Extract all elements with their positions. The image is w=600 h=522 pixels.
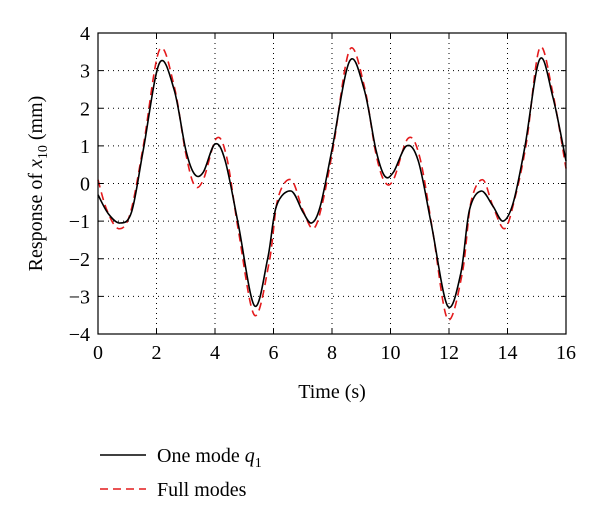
x-tick-label: 10 — [381, 342, 401, 364]
y-axis-label-sub: 10 — [36, 145, 51, 159]
y-tick-label: 2 — [80, 98, 90, 120]
y-axis-label-prefix: Response of — [25, 168, 47, 271]
y-tick-label: −1 — [69, 211, 90, 233]
x-tick-label: 14 — [498, 342, 518, 364]
x-tick-label: 6 — [269, 342, 279, 364]
y-tick-label: −4 — [69, 324, 90, 346]
plot-lines — [97, 46, 567, 321]
y-tick-label: 3 — [80, 61, 90, 83]
x-axis-label: Time (s) — [298, 381, 366, 403]
legend-label-one-mode-sub: 1 — [255, 456, 262, 471]
x-tick-label: 16 — [556, 342, 576, 364]
y-tick-label: 1 — [80, 136, 90, 158]
y-tick-label: 4 — [80, 23, 90, 45]
x-tick-label: 0 — [93, 342, 103, 364]
grid — [98, 33, 566, 334]
y-axis-label-suffix: (mm) — [25, 96, 47, 145]
y-tick-label: −2 — [69, 249, 90, 271]
x-tick-label: 8 — [327, 342, 337, 364]
y-tick-label: −3 — [69, 286, 90, 308]
series-line-one-mode-q1 — [97, 57, 567, 309]
y-axis-label: Response of x10 (mm) — [25, 96, 51, 272]
legend: One mode q1 Full modes — [100, 445, 262, 501]
legend-label-one-mode: One mode q1 — [157, 445, 262, 471]
x-tick-label: 4 — [210, 342, 220, 364]
legend-label-one-mode-text: One mode — [157, 445, 245, 467]
y-axis-label-var: x — [25, 159, 47, 169]
x-tick-label: 2 — [152, 342, 162, 364]
legend-label-one-mode-var: q — [245, 445, 255, 467]
legend-label-full-modes: Full modes — [157, 479, 247, 501]
y-tick-label: 0 — [80, 174, 90, 196]
x-tick-label: 12 — [439, 342, 459, 364]
